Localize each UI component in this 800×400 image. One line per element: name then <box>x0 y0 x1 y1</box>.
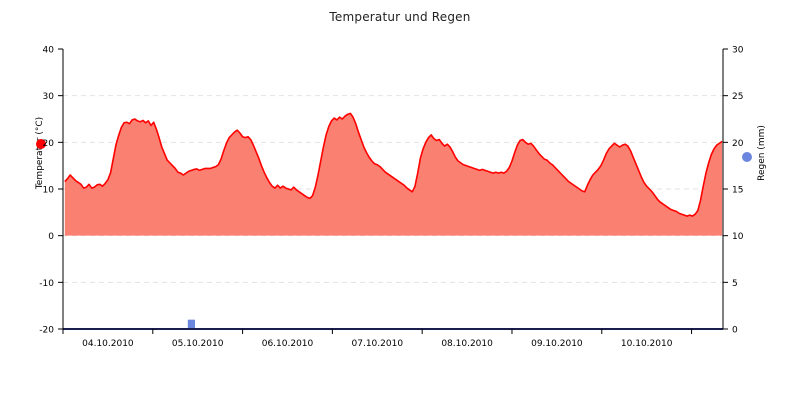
rain-bar-series <box>63 319 723 330</box>
svg-text:25: 25 <box>732 92 743 102</box>
svg-text:20: 20 <box>43 139 55 149</box>
svg-text:05.10.2010: 05.10.2010 <box>172 339 224 349</box>
temperature-legend-dot-icon <box>36 139 46 149</box>
svg-text:30: 30 <box>732 46 744 56</box>
svg-text:40: 40 <box>43 46 55 56</box>
svg-text:-10: -10 <box>39 279 54 289</box>
svg-text:30: 30 <box>43 92 55 102</box>
chart-title: Temperatur und Regen <box>329 10 471 24</box>
svg-text:5: 5 <box>732 279 738 289</box>
svg-text:10: 10 <box>732 232 744 242</box>
svg-text:07.10.2010: 07.10.2010 <box>352 339 404 349</box>
svg-text:0: 0 <box>48 232 54 242</box>
right-axis-ticks: 0 5 10 15 20 25 30 <box>723 46 744 336</box>
svg-text:08.10.2010: 08.10.2010 <box>441 339 493 349</box>
svg-text:10.10.2010: 10.10.2010 <box>621 339 673 349</box>
temperature-area-series <box>64 112 723 236</box>
svg-text:04.10.2010: 04.10.2010 <box>82 339 134 349</box>
svg-text:10: 10 <box>43 186 55 196</box>
svg-text:09.10.2010: 09.10.2010 <box>531 339 583 349</box>
svg-text:0: 0 <box>732 326 738 336</box>
svg-text:06.10.2010: 06.10.2010 <box>262 339 314 349</box>
svg-text:15: 15 <box>732 186 743 196</box>
left-axis-ticks: -20 -10 0 10 20 30 40 <box>39 46 63 336</box>
svg-text:-20: -20 <box>39 326 54 336</box>
rain-legend-dot-icon <box>742 152 752 162</box>
x-axis-ticks: 04.10.2010 05.10.2010 06.10.2010 07.10.2010… <box>62 329 693 349</box>
svg-text:20: 20 <box>732 139 744 149</box>
